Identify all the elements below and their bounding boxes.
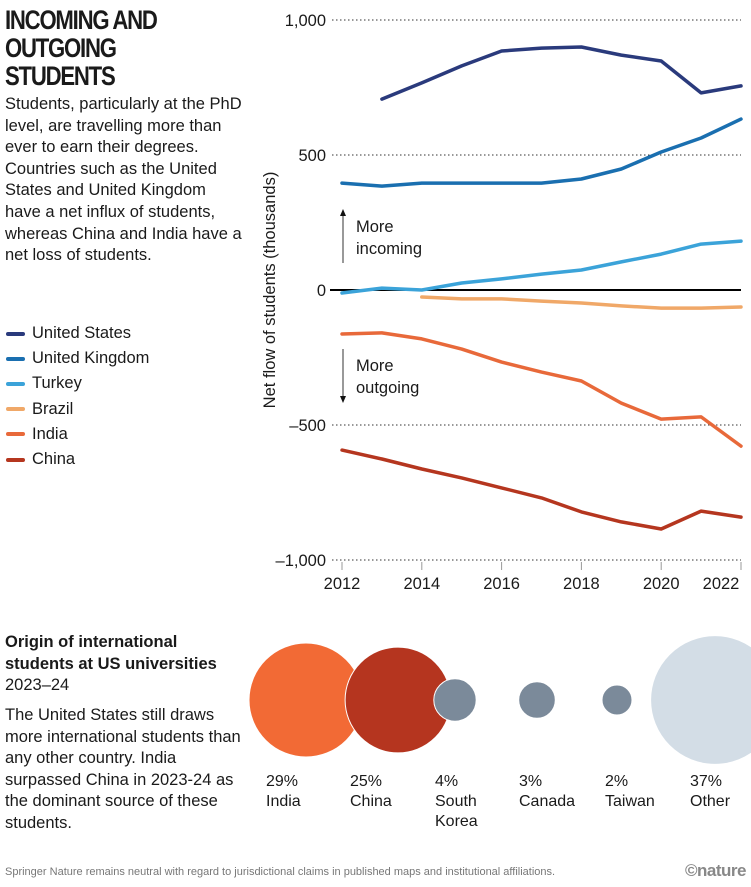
- legend-swatch: [6, 381, 25, 386]
- chart-title: INCOMING AND OUTGOING STUDENTS: [5, 5, 158, 91]
- legend-label: Turkey: [32, 374, 82, 393]
- annotation-incoming: More incoming: [340, 209, 422, 263]
- section2-title-bold: Origin of international students at US u…: [5, 633, 217, 673]
- x-tick-label: 2018: [563, 575, 600, 593]
- y-tick-label: –500: [289, 417, 326, 435]
- bubble-other: [650, 635, 751, 765]
- bubble-canada: [518, 681, 556, 719]
- series-line-india: [340, 331, 743, 448]
- series-line-brazil: [420, 295, 743, 310]
- legend-swatch: [6, 407, 25, 412]
- bubble-country: South: [435, 793, 477, 810]
- bubble-pct: 3%: [519, 773, 543, 790]
- bubble-country: China: [350, 793, 392, 810]
- footer-disclaimer: Springer Nature remains neutral with reg…: [5, 866, 556, 878]
- x-tick-label: 2022: [703, 575, 740, 593]
- section2-title: Origin of international students at US u…: [5, 632, 245, 697]
- bubble-pct: 29%: [266, 773, 299, 790]
- bubble-label-taiwan: 2% Taiwan: [605, 772, 655, 812]
- bubble-label-china: 25% China: [350, 772, 392, 812]
- legend-swatch: [6, 457, 25, 462]
- section2-description: The United States still draws more inter…: [5, 706, 241, 832]
- x-tick-label: 2014: [403, 575, 440, 593]
- bubble-label-india: 29% India: [266, 772, 301, 812]
- y-tick-label: 0: [317, 282, 326, 300]
- legend-item-united-states: United States: [6, 321, 149, 346]
- bubble-label-other: 37% Other: [690, 772, 730, 812]
- section2-title-period: 2023–24: [5, 676, 70, 695]
- legend-label: United Kingdom: [32, 349, 150, 368]
- legend-item-brazil: Brazil: [6, 397, 149, 422]
- legend-item-turkey: Turkey: [6, 371, 149, 396]
- y-tick-label: –1,000: [276, 552, 326, 570]
- y-tick-label: 500: [298, 147, 326, 165]
- legend-label: China: [32, 450, 76, 469]
- nature-logo: ©nature: [685, 861, 746, 880]
- legend-label: Brazil: [32, 399, 74, 418]
- bubble-taiwan: [601, 684, 633, 716]
- legend-label: United States: [32, 324, 132, 343]
- bubble-pct: 4%: [435, 773, 459, 790]
- bubble-label-canada: 3% Canada: [519, 772, 575, 812]
- bubble-chart: [248, 635, 751, 765]
- bubble-country: Canada: [519, 793, 576, 810]
- bubble-pct: 2%: [605, 773, 629, 790]
- legend-label: India: [32, 424, 68, 443]
- bubble-country: India: [266, 793, 301, 810]
- y-axis-label: Net flow of students (thousands): [261, 172, 279, 409]
- chart-description: Students, particularly at the PhD level,…: [5, 95, 242, 265]
- series-line-china: [340, 448, 743, 531]
- bubble-country-line2: Korea: [435, 813, 478, 830]
- x-tick-label: 2012: [324, 575, 361, 593]
- legend-swatch: [6, 432, 25, 437]
- x-tick-label: 2020: [643, 575, 680, 593]
- series-line-united-states: [380, 45, 743, 101]
- series-line-united-kingdom: [340, 117, 743, 188]
- bubble-label-south-korea: 4% South Korea: [435, 772, 478, 832]
- legend: United States United Kingdom Turkey Braz…: [6, 321, 149, 472]
- annotation-outgoing: More outgoing: [340, 349, 419, 403]
- bubble-country: Other: [690, 793, 731, 810]
- x-tick-label: 2016: [483, 575, 520, 593]
- arrow-down-head: [340, 396, 346, 403]
- bubble-pct: 37%: [690, 773, 723, 790]
- annotation-text: outgoing: [356, 379, 419, 397]
- arrow-up-head: [340, 209, 346, 216]
- y-tick-label: 1,000: [285, 12, 326, 30]
- annotation-text: More: [356, 357, 394, 375]
- legend-item-china: China: [6, 447, 149, 472]
- legend-item-india: India: [6, 422, 149, 447]
- bubble-country: Taiwan: [605, 793, 655, 810]
- legend-item-united-kingdom: United Kingdom: [6, 346, 149, 371]
- annotation-text: incoming: [356, 240, 422, 258]
- line-chart: 1,000 500 0 –500 –1,000 2012 2014 2016 2018 2020…: [261, 12, 743, 593]
- legend-swatch: [6, 331, 25, 336]
- bubble-pct: 25%: [350, 773, 383, 790]
- annotation-text: More: [356, 218, 394, 236]
- bubble-south-korea: [433, 678, 477, 722]
- legend-swatch: [6, 356, 25, 361]
- series-line-turkey: [340, 239, 743, 295]
